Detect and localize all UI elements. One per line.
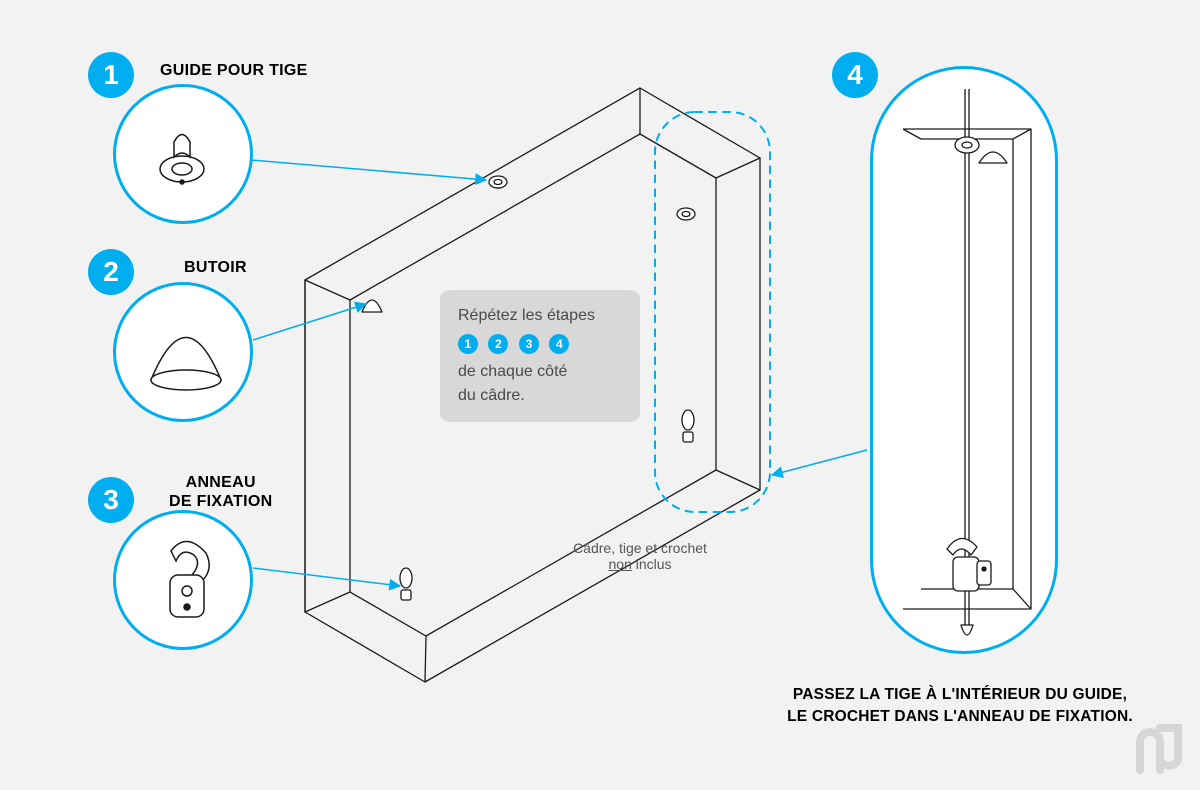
- disclaimer: Câdre, tige et crochet non inclus: [540, 540, 740, 572]
- leader-step4: [772, 450, 867, 475]
- instruction: PASSEZ LA TIGE À L'INTÉRIEUR DU GUIDE, L…: [760, 684, 1160, 727]
- step-label-3: ANNEAU DE FIXATION: [169, 473, 272, 511]
- detail-panel-assembly: [870, 66, 1058, 654]
- note-line3: de chaque côté: [458, 360, 622, 384]
- step-label-1: GUIDE POUR TIGE: [160, 62, 308, 80]
- leader-step2: [253, 304, 366, 340]
- note-line1: Répétez les étapes: [458, 304, 622, 328]
- detail-panel-anneau: [113, 510, 253, 650]
- brand-logo: [1128, 720, 1186, 778]
- detail-panel-guide: [113, 84, 253, 224]
- leader-step1: [251, 160, 486, 180]
- detail-panel-butoir: [113, 282, 253, 422]
- step-badge-4: 4: [832, 52, 878, 98]
- step-label-2: BUTOIR: [184, 259, 247, 277]
- repeat-note: Répétez les étapes 1 2 3 4 de chaque côt…: [440, 290, 640, 422]
- note-mini-badges: 1 2 3 4: [458, 332, 622, 356]
- note-line4: du câdre.: [458, 384, 622, 408]
- leader-step3: [253, 568, 400, 586]
